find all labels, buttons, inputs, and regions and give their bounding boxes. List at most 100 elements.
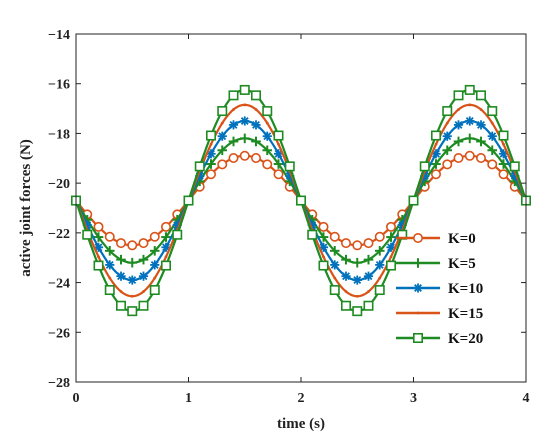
data-point	[330, 260, 340, 270]
data-point	[104, 246, 115, 256]
data-point	[490, 121, 494, 125]
y-tick-label: −14	[48, 28, 70, 43]
data-point	[389, 255, 393, 259]
data-point	[363, 238, 374, 249]
data-point	[108, 276, 112, 280]
data-point	[284, 161, 295, 172]
data-point	[322, 255, 325, 259]
data-point	[277, 142, 280, 146]
data-point	[217, 159, 228, 170]
x-tick-label: 2	[298, 391, 305, 406]
data-point	[273, 130, 284, 141]
data-point	[352, 306, 363, 317]
data-point	[333, 276, 337, 280]
data-point	[194, 161, 205, 172]
data-point	[149, 231, 160, 242]
data-point	[307, 229, 318, 240]
data-point	[243, 103, 247, 107]
legend-marker	[413, 258, 423, 268]
data-point	[239, 150, 250, 161]
data-point	[239, 133, 250, 144]
data-point	[251, 90, 262, 101]
data-point	[434, 142, 438, 146]
y-tick-label: −26	[48, 326, 70, 341]
y-tick-label: −18	[48, 127, 70, 142]
data-point	[127, 306, 138, 317]
data-point	[228, 152, 239, 163]
data-point	[442, 159, 453, 170]
data-point	[329, 246, 340, 256]
data-point	[142, 290, 145, 293]
data-point	[130, 294, 134, 298]
data-point	[344, 290, 348, 293]
data-point	[116, 238, 127, 249]
data-point	[228, 120, 239, 130]
legend-marker	[416, 311, 420, 315]
data-point	[341, 254, 351, 265]
data-point	[374, 231, 385, 242]
data-point	[206, 130, 217, 141]
data-point	[352, 240, 363, 251]
data-point	[352, 257, 363, 268]
data-point	[498, 159, 509, 169]
data-point	[172, 229, 183, 240]
data-point	[430, 130, 441, 141]
data-point	[93, 260, 104, 271]
data-point	[116, 271, 126, 281]
data-point	[367, 290, 370, 293]
legend-label: K=10	[448, 281, 483, 297]
x-tick-label: 3	[410, 391, 417, 406]
data-point	[161, 260, 172, 271]
data-point	[254, 108, 258, 111]
data-point	[375, 260, 385, 270]
data-point	[265, 121, 269, 125]
data-point	[475, 152, 486, 163]
data-point	[318, 260, 329, 271]
data-point	[149, 246, 160, 256]
legend-label: K=0	[448, 231, 476, 247]
data-point	[164, 255, 168, 259]
data-point	[487, 106, 498, 117]
data-point	[93, 232, 104, 242]
legend-label: K=15	[448, 306, 483, 322]
data-point	[127, 257, 138, 268]
data-point	[378, 276, 382, 280]
data-point	[442, 145, 453, 156]
data-point	[161, 221, 172, 232]
data-point	[363, 300, 374, 311]
legend-item: K=0	[396, 231, 476, 247]
y-axis-label: active joint forces (N)	[18, 139, 34, 277]
data-point	[442, 131, 452, 141]
data-point	[498, 169, 509, 180]
y-tick-label: −16	[48, 78, 70, 93]
data-point	[127, 240, 138, 251]
data-point	[464, 84, 475, 95]
data-point	[93, 221, 104, 232]
data-point	[183, 195, 194, 206]
data-point	[206, 159, 216, 169]
data-point	[273, 159, 284, 169]
legend-item: K=15	[396, 306, 483, 322]
data-point	[262, 106, 273, 117]
data-point	[116, 254, 126, 265]
data-point	[116, 300, 127, 311]
data-point	[476, 120, 486, 130]
data-point	[363, 271, 374, 281]
data-point	[457, 108, 460, 111]
data-point	[262, 131, 272, 141]
data-point	[464, 133, 475, 144]
data-point	[355, 294, 359, 298]
data-point	[318, 232, 329, 242]
data-point	[445, 121, 449, 125]
data-point	[431, 159, 441, 169]
legend-marker	[412, 233, 423, 244]
data-point	[386, 232, 396, 242]
data-point	[119, 290, 123, 293]
legend: K=0 K=5 K=10 K=15 K=20	[396, 231, 483, 347]
data-point	[487, 131, 497, 141]
series-K=20	[71, 84, 531, 317]
data-point	[453, 152, 464, 163]
data-point	[465, 116, 475, 126]
legend-marker	[412, 332, 423, 343]
